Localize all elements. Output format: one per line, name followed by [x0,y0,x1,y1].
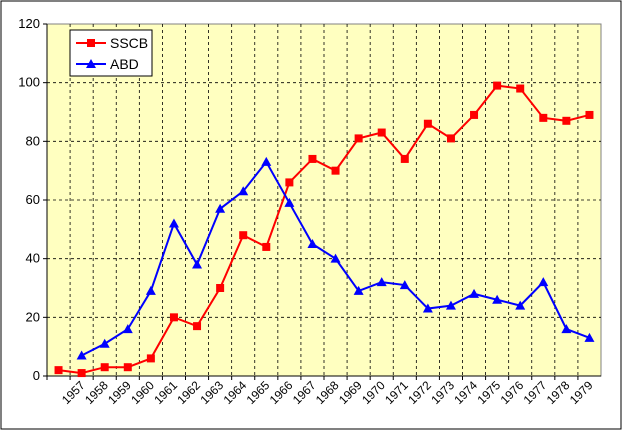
marker [539,113,548,122]
marker [377,128,386,137]
y-tick-label: 80 [26,133,40,148]
marker [284,197,295,207]
marker [515,300,526,310]
marker [216,284,225,292]
marker [516,84,525,93]
marker [446,134,455,143]
y-tick-label: 0 [33,368,40,383]
marker [123,363,132,372]
y-tick-label: 60 [26,192,40,207]
marker [399,280,410,290]
marker [146,354,155,363]
marker [169,313,178,322]
y-tick-label: 120 [18,16,40,31]
marker [493,81,502,90]
marker [100,363,109,372]
marker [238,186,249,196]
marker [193,322,202,331]
y-tick-label: 100 [18,75,40,90]
marker [470,110,479,119]
marker [285,178,294,187]
marker [54,366,63,375]
legend-marker [87,39,95,47]
marker [122,324,133,334]
marker [239,231,248,240]
marker [423,119,432,128]
marker [330,253,341,263]
marker [168,218,179,228]
marker [584,332,595,342]
marker [561,324,572,334]
legend-label: SSCB [110,35,148,51]
marker [99,338,110,348]
marker [261,156,272,166]
marker [562,116,571,125]
marker [422,303,433,313]
marker [262,242,271,251]
y-tick-label: 40 [26,251,40,266]
marker [192,259,203,269]
marker [538,277,549,287]
legend-marker [86,59,96,68]
marker [145,285,156,295]
legend-box [69,29,153,77]
y-tick-label: 20 [26,309,40,324]
marker [331,166,340,175]
legend-label: ABD [110,56,139,72]
marker [353,285,364,295]
marker [77,369,86,378]
marker [492,294,503,304]
marker [585,110,594,119]
marker [308,154,317,163]
marker [354,134,363,143]
marker [376,277,387,287]
marker [400,154,409,163]
marker [215,203,226,213]
marker [469,288,480,298]
marker [307,239,318,248]
marker [445,300,456,310]
marker [76,350,87,360]
